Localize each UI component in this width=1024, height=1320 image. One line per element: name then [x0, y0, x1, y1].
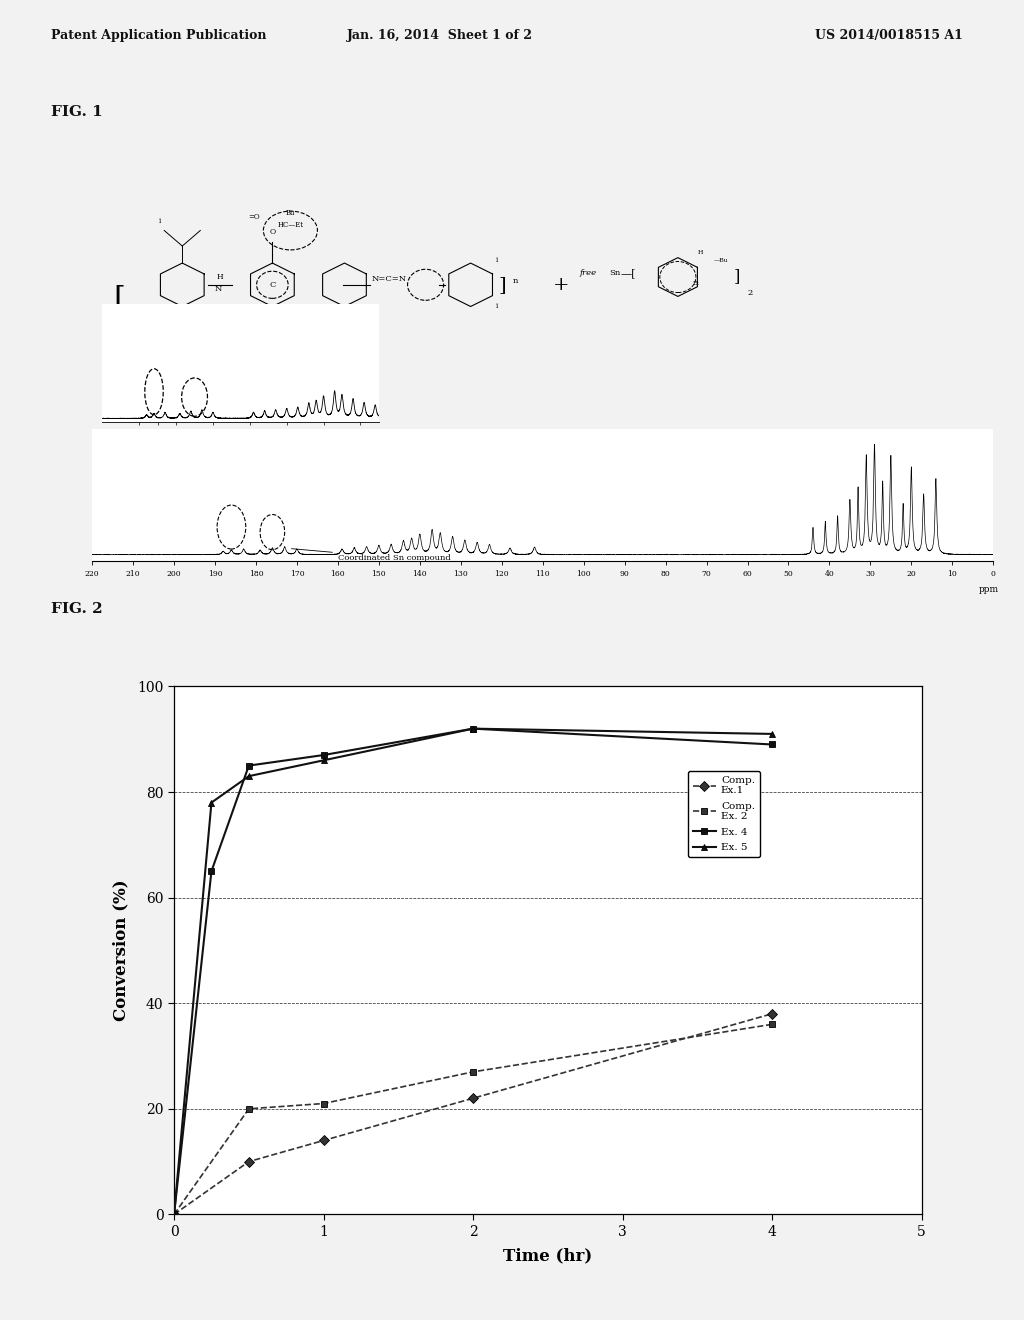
Text: FIG. 1: FIG. 1 — [51, 106, 103, 119]
Text: C: C — [269, 281, 275, 289]
Text: ]: ] — [733, 268, 739, 285]
Text: ]: ] — [499, 276, 506, 294]
Text: ppm: ppm — [979, 585, 999, 594]
Text: Jan. 16, 2014  Sheet 1 of 2: Jan. 16, 2014 Sheet 1 of 2 — [347, 29, 534, 42]
Text: —Bu: —Bu — [714, 257, 728, 263]
Text: Sn: Sn — [609, 269, 621, 277]
Text: Bu: Bu — [327, 358, 335, 363]
Text: Sn: Sn — [267, 341, 278, 348]
Text: i: i — [159, 216, 161, 224]
Text: Et: Et — [287, 374, 294, 379]
Text: =O: =O — [249, 213, 260, 220]
X-axis label: Time (hr): Time (hr) — [503, 1247, 593, 1265]
Text: N: N — [215, 285, 222, 293]
Text: N=C=N: N=C=N — [372, 275, 408, 282]
Text: [: [ — [114, 285, 125, 315]
Text: Bu: Bu — [286, 209, 295, 216]
Text: FIG. 2: FIG. 2 — [51, 602, 102, 615]
Text: O: O — [269, 228, 275, 236]
Text: —[: —[ — [621, 268, 636, 279]
Text: 2: 2 — [748, 289, 753, 297]
Text: H: H — [314, 366, 321, 371]
Text: ppm: ppm — [375, 436, 394, 444]
Y-axis label: Conversion (%): Conversion (%) — [112, 879, 129, 1022]
Text: Coordinated Sn compound: Coordinated Sn compound — [292, 549, 451, 562]
Legend: Comp.
Ex.1, Comp.
Ex. 2, Ex. 4, Ex. 5: Comp. Ex.1, Comp. Ex. 2, Ex. 4, Ex. 5 — [687, 771, 760, 858]
Text: i: i — [496, 256, 498, 264]
Text: +: + — [553, 276, 569, 294]
Text: H: H — [697, 249, 703, 255]
Text: US 2014/0018515 A1: US 2014/0018515 A1 — [815, 29, 963, 42]
Text: n: n — [513, 277, 518, 285]
Text: free: free — [580, 269, 596, 277]
Text: H: H — [217, 273, 223, 281]
Text: O: O — [297, 348, 302, 356]
Text: Et: Et — [692, 281, 699, 286]
Text: i: i — [496, 302, 498, 310]
Text: HC—Et: HC—Et — [278, 220, 303, 228]
Text: Patent Application Publication: Patent Application Publication — [51, 29, 266, 42]
